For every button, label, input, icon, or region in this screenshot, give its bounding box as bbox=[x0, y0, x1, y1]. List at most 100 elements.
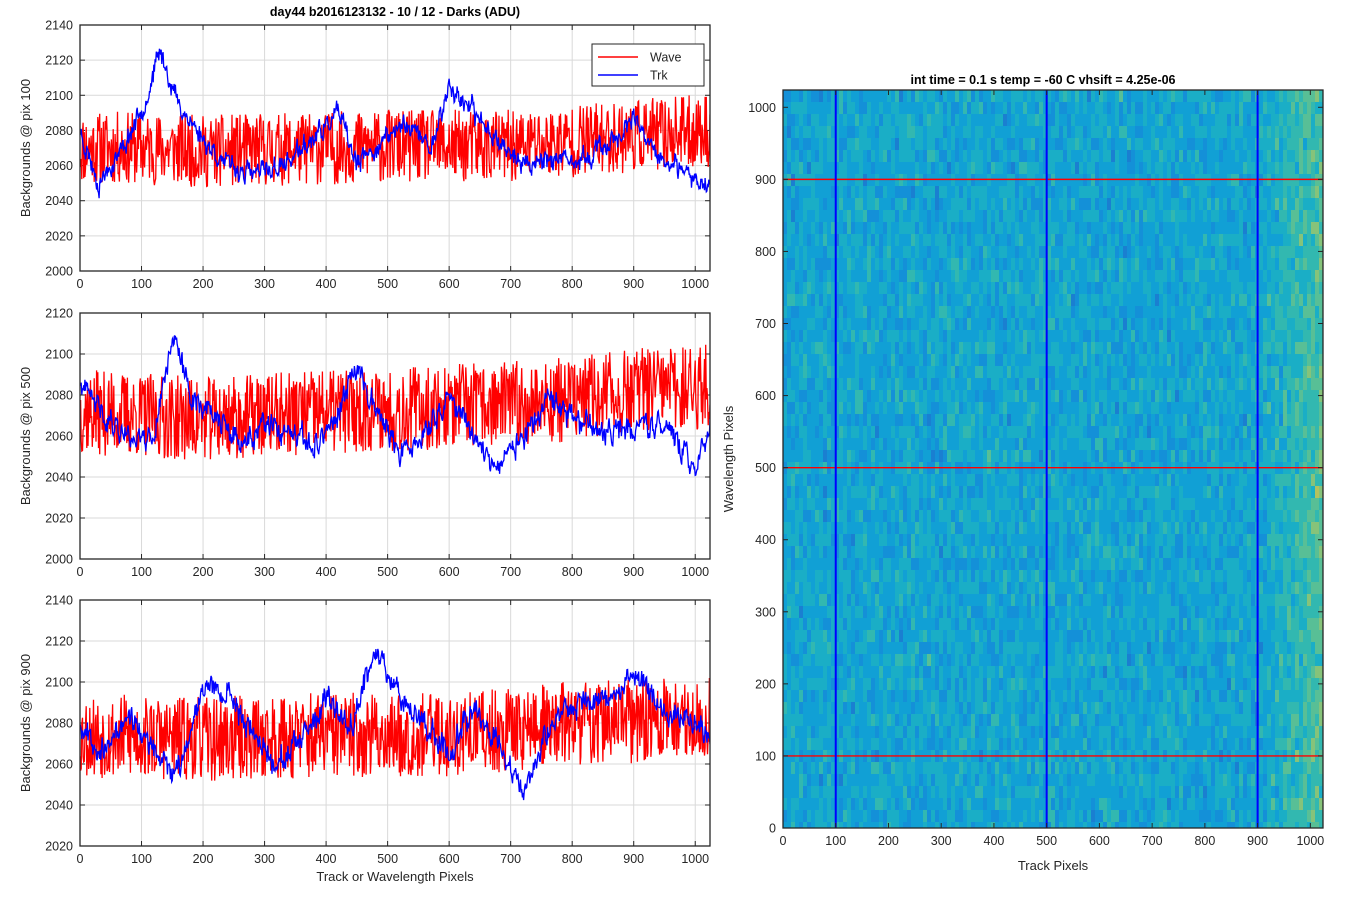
heatmap-cell bbox=[979, 126, 984, 139]
heatmap-cell bbox=[1087, 426, 1092, 439]
heatmap-cell bbox=[1279, 306, 1284, 319]
heatmap-cell bbox=[1311, 186, 1316, 199]
heatmap-cell bbox=[1283, 234, 1288, 247]
heatmap-cell bbox=[987, 258, 992, 271]
heatmap-cell bbox=[1239, 474, 1244, 487]
heatmap-cell bbox=[843, 234, 848, 247]
heatmap-cell bbox=[1275, 294, 1280, 307]
heatmap-cell bbox=[1071, 138, 1076, 151]
heatmap-cell bbox=[1251, 186, 1256, 199]
heatmap-cell bbox=[1135, 270, 1140, 283]
heatmap-cell bbox=[1027, 498, 1032, 511]
heatmap-cell bbox=[1311, 474, 1316, 487]
heatmap-cell bbox=[1155, 150, 1160, 163]
heatmap-cell bbox=[1283, 426, 1288, 439]
heatmap-cell bbox=[795, 246, 800, 259]
heatmap-cell bbox=[1055, 426, 1060, 439]
heatmap-cell bbox=[1019, 246, 1024, 259]
heatmap-cell bbox=[987, 378, 992, 391]
heatmap-cell bbox=[891, 126, 896, 139]
heatmap-cell bbox=[955, 426, 960, 439]
heatmap-cell bbox=[791, 282, 796, 295]
heatmap-cell bbox=[967, 210, 972, 223]
heatmap-cell bbox=[1139, 390, 1144, 403]
heatmap-cell bbox=[1319, 222, 1324, 235]
heatmap-cell bbox=[1127, 162, 1132, 175]
heatmap-cell bbox=[999, 162, 1004, 175]
heatmap-cell bbox=[1183, 426, 1188, 439]
heatmap-cell bbox=[1123, 342, 1128, 355]
heatmap-cell bbox=[903, 270, 908, 283]
heatmap-cell bbox=[935, 90, 940, 103]
heatmap-cell bbox=[983, 282, 988, 295]
heatmap-cell bbox=[1279, 270, 1284, 283]
heatmap-cell bbox=[1271, 378, 1276, 391]
heatmap-cell bbox=[1135, 306, 1140, 319]
heatmap-cell bbox=[979, 234, 984, 247]
heatmap-cell bbox=[951, 210, 956, 223]
heatmap-cell bbox=[1059, 306, 1064, 319]
heatmap-cell bbox=[931, 234, 936, 247]
heatmap-cell bbox=[943, 402, 948, 415]
heatmap-cell bbox=[895, 426, 900, 439]
heatmap-cell bbox=[1127, 210, 1132, 223]
heatmap-cell bbox=[1263, 414, 1268, 427]
heatmap-cell bbox=[851, 294, 856, 307]
heatmap-cell bbox=[1027, 426, 1032, 439]
heatmap-cell bbox=[991, 222, 996, 235]
heatmap-cell bbox=[1299, 90, 1304, 103]
heatmap-cell bbox=[1243, 402, 1248, 415]
heatmap-cell bbox=[1159, 198, 1164, 211]
heatmap-cell bbox=[1183, 246, 1188, 259]
heatmap-cell bbox=[1263, 210, 1268, 223]
heatmap-cell bbox=[1043, 390, 1048, 403]
heatmap-cell bbox=[1143, 438, 1148, 451]
heatmap-cell bbox=[1091, 390, 1096, 403]
heatmap-cell bbox=[1207, 162, 1212, 175]
heatmap-cell bbox=[1119, 126, 1124, 139]
heatmap-cell bbox=[1067, 390, 1072, 403]
heatmap-cell bbox=[1071, 390, 1076, 403]
heatmap-cell bbox=[1091, 402, 1096, 415]
heatmap-cell bbox=[1115, 294, 1120, 307]
heatmap-cell bbox=[927, 438, 932, 451]
heatmap-cell bbox=[1187, 486, 1192, 499]
heatmap-cell bbox=[1287, 438, 1292, 451]
heatmap-cell bbox=[927, 402, 932, 415]
heatmap-cell bbox=[791, 438, 796, 451]
heatmap-cell bbox=[1063, 486, 1068, 499]
heatmap-cell bbox=[1107, 450, 1112, 463]
heatmap-cell bbox=[787, 174, 792, 187]
heatmap-cell bbox=[1175, 126, 1180, 139]
heatmap-cell bbox=[1183, 102, 1188, 115]
heatmap-cell bbox=[935, 186, 940, 199]
heatmap-cell bbox=[1015, 234, 1020, 247]
heatmap-cell bbox=[811, 270, 816, 283]
heatmap-cell bbox=[911, 150, 916, 163]
heatmap-cell bbox=[1251, 306, 1256, 319]
heatmap-cell bbox=[1203, 198, 1208, 211]
heatmap-cell bbox=[787, 426, 792, 439]
heatmap-cell bbox=[1195, 438, 1200, 451]
heatmap-cell bbox=[1011, 102, 1016, 115]
heatmap-cell bbox=[891, 498, 896, 511]
heatmap-cell bbox=[811, 282, 816, 295]
heatmap-cell bbox=[1059, 486, 1064, 499]
heatmap-cell bbox=[871, 126, 876, 139]
heatmap-cell bbox=[975, 186, 980, 199]
heatmap-cell bbox=[1079, 114, 1084, 127]
heatmap-cell bbox=[1163, 270, 1168, 283]
heatmap-cell bbox=[1307, 162, 1312, 175]
heatmap-cell bbox=[1175, 186, 1180, 199]
heatmap-cell bbox=[1063, 222, 1068, 235]
heatmap-cell bbox=[1139, 438, 1144, 451]
heatmap-cell bbox=[811, 294, 816, 307]
heatmap-cell bbox=[1139, 138, 1144, 151]
heatmap-cell bbox=[951, 342, 956, 355]
heatmap-cell bbox=[807, 186, 812, 199]
heatmap-cell bbox=[1071, 186, 1076, 199]
heatmap-cell bbox=[843, 390, 848, 403]
heatmap-cell bbox=[1179, 318, 1184, 331]
heatmap-cell bbox=[1031, 366, 1036, 379]
heatmap-cell bbox=[1131, 294, 1136, 307]
